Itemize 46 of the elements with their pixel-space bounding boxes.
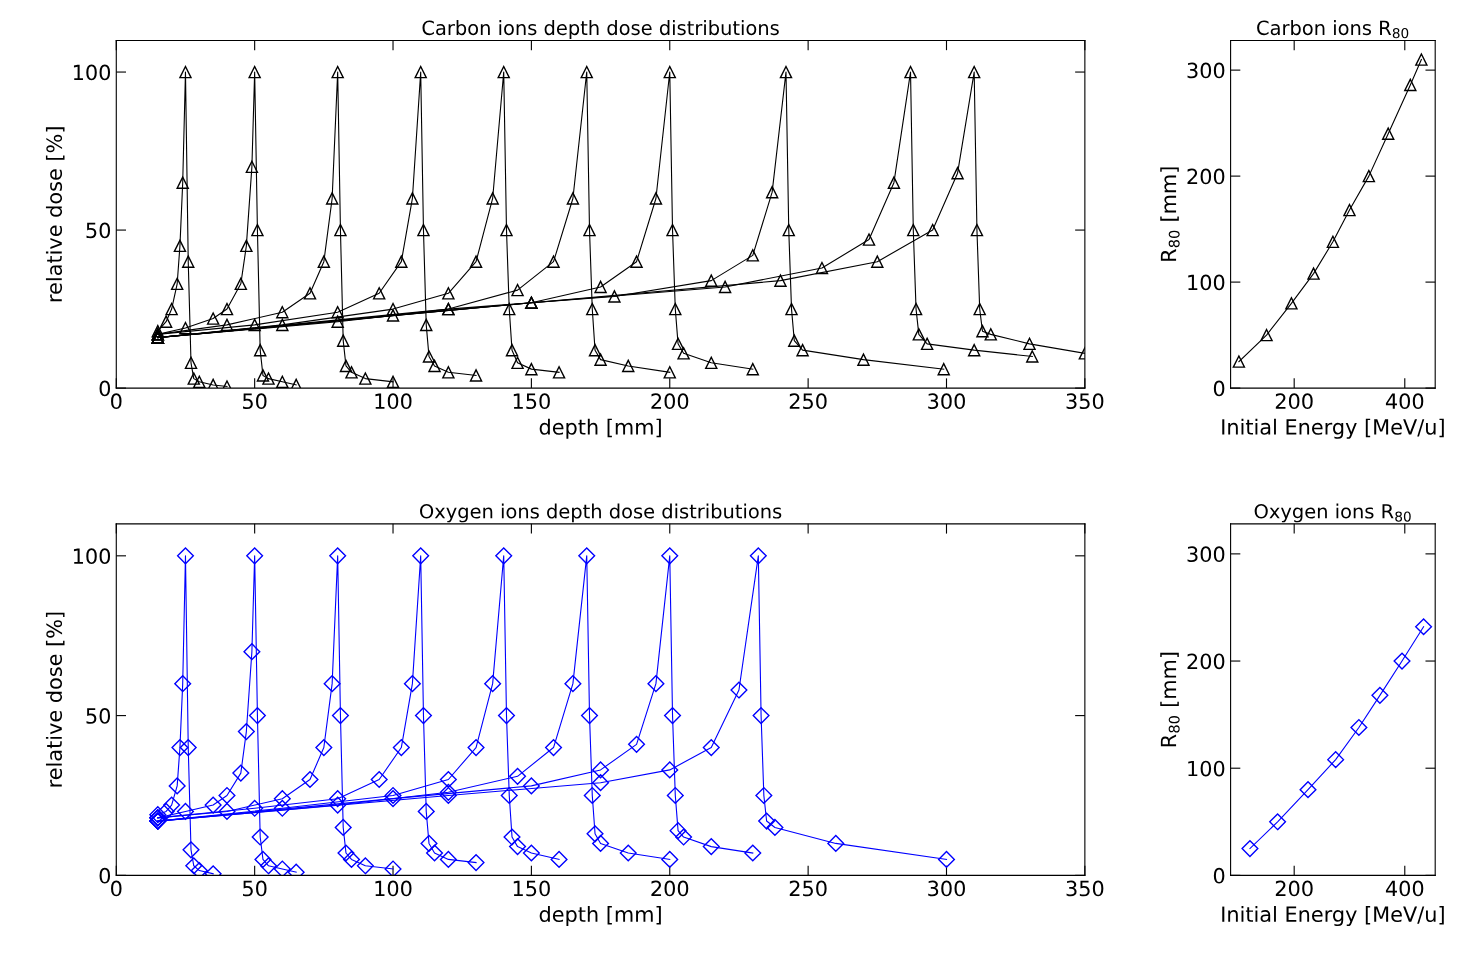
y-tick-label: 100 xyxy=(73,64,111,81)
x-axis-title: Initial Energy [MeV/u] xyxy=(1222,905,1444,927)
y-tick-label: 0 xyxy=(99,867,111,884)
x-tick-label: 200 xyxy=(1275,880,1313,897)
y-tick-label: 100 xyxy=(1188,760,1225,777)
x-axis-title: depth [mm] xyxy=(539,418,661,439)
y-tick-label: 300 xyxy=(1187,546,1225,563)
x-axis-title: Initial Energy [MeV/u] xyxy=(1222,418,1444,439)
x-tick-label: 150 xyxy=(513,880,550,897)
x-tick-label: 400 xyxy=(1385,880,1424,897)
y-tick-label: 0 xyxy=(1213,380,1225,397)
x-tick-label: 200 xyxy=(651,393,689,410)
x-tick-label: 350 xyxy=(1066,880,1104,897)
y-tick-label: 100 xyxy=(1188,274,1225,291)
x-tick-label: 300 xyxy=(928,880,965,897)
y-tick-label: 0 xyxy=(1213,867,1225,884)
y-tick-label: 300 xyxy=(1187,62,1225,79)
x-tick-label: 200 xyxy=(651,880,689,897)
x-tick-label: 250 xyxy=(789,393,827,410)
x-tick-label: 0 xyxy=(111,880,122,897)
chart-title: Carbon ions R$_{80}$ xyxy=(1257,20,1409,39)
x-tick-label: 300 xyxy=(928,393,965,410)
chart-title: Oxygen ions depth dose distributions xyxy=(420,503,782,523)
y-tick-label: 0 xyxy=(99,380,111,397)
x-tick-label: 50 xyxy=(243,393,267,410)
y-tick-label: 50 xyxy=(86,222,111,239)
y-axis-title: R$_{80}$ [mm] xyxy=(1160,652,1180,747)
chart-title: Oxygen ions R$_{80}$ xyxy=(1254,503,1411,523)
x-tick-label: 350 xyxy=(1066,393,1104,410)
x-tick-label: 200 xyxy=(1275,393,1313,410)
x-tick-label: 0 xyxy=(111,393,122,410)
y-tick-label: 100 xyxy=(73,548,111,565)
x-tick-label: 100 xyxy=(375,393,412,410)
y-tick-label: 200 xyxy=(1187,653,1225,670)
x-axis-title: depth [mm] xyxy=(539,905,661,927)
y-axis-title: relative dose [%] xyxy=(45,127,65,302)
y-axis-title: R$_{80}$ [mm] xyxy=(1160,167,1180,261)
x-tick-label: 100 xyxy=(375,880,412,897)
x-tick-label: 400 xyxy=(1385,393,1424,410)
y-axis-title: relative dose [%] xyxy=(45,612,65,787)
y-tick-label: 200 xyxy=(1187,168,1225,185)
x-tick-label: 150 xyxy=(513,393,550,410)
x-tick-label: 250 xyxy=(789,880,827,897)
x-tick-label: 50 xyxy=(243,880,267,897)
y-tick-label: 50 xyxy=(86,708,111,724)
chart-title: Carbon ions depth dose distributions xyxy=(422,20,779,39)
